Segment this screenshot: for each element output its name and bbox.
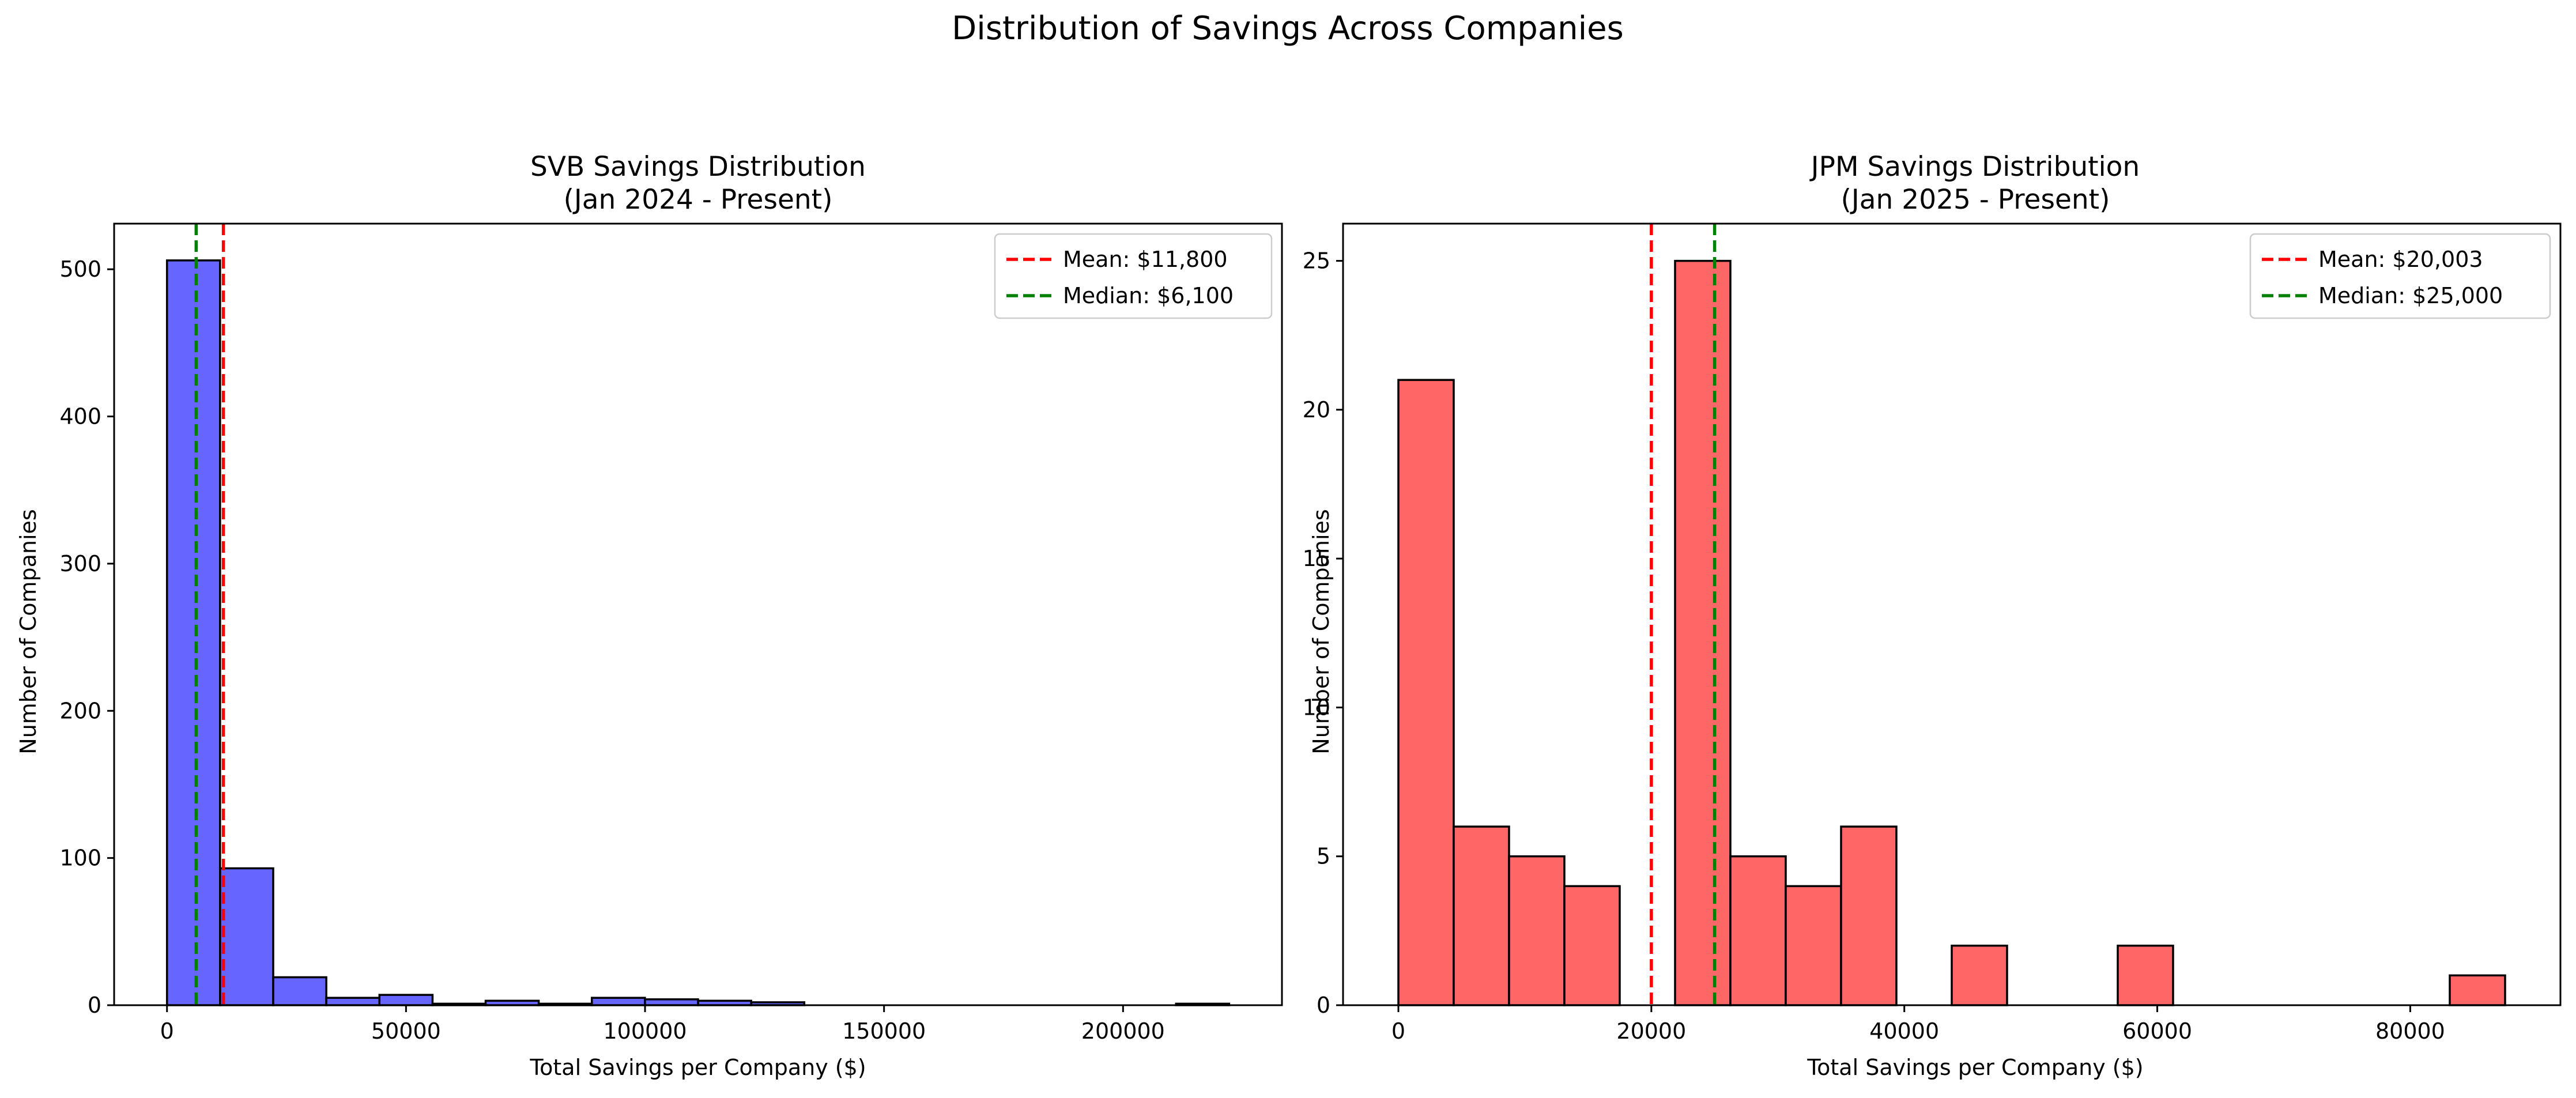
svb-histogram-bar <box>165 259 221 1006</box>
jpm-x-axis-label: Total Savings per Company ($) <box>1806 1055 2143 1080</box>
svb-y-tick-label: 0 <box>88 993 101 1018</box>
svb-reference-lines <box>194 224 225 1005</box>
svb-y-tick-label: 100 <box>59 846 101 871</box>
jpm-histogram-bar <box>1453 825 1510 1006</box>
svb-x-tick-label: 150000 <box>842 1018 926 1044</box>
jpm-x-tick-label: 0 <box>1391 1018 1405 1044</box>
jpm-chart-subtitle: (Jan 2025 - Present) <box>1841 184 2110 216</box>
svb-x-axis-label: Total Savings per Company ($) <box>529 1055 866 1080</box>
jpm-legend-label: Median: $25,000 <box>2318 283 2503 308</box>
jpm-histogram-bar <box>2449 974 2506 1006</box>
svb-y-tick-label: 200 <box>59 698 101 723</box>
jpm-y-tick-label: 15 <box>1303 546 1330 571</box>
svb-legend: Mean: $11,800 Median: $6,100 <box>994 233 1273 319</box>
jpm-histogram-bar <box>1563 885 1621 1006</box>
jpm-y-tick-label: 20 <box>1303 397 1330 422</box>
figure-suptitle: Distribution of Savings Across Companies <box>952 10 1624 47</box>
svb-y-tick-label: 500 <box>59 256 101 282</box>
svb-chart-title: SVB Savings Distribution <box>530 151 866 183</box>
jpm-histogram-bars <box>1397 259 2506 1006</box>
jpm-savings-panel: JPM Savings Distribution (Jan 2025 - Pre… <box>1303 151 2562 1080</box>
jpm-axes-frame <box>1342 222 2562 1006</box>
svb-x-tick-label: 50000 <box>371 1018 441 1044</box>
jpm-histogram-bar <box>1785 885 1842 1006</box>
jpm-y-tick-label: 25 <box>1303 248 1330 274</box>
svb-legend-label: Mean: $11,800 <box>1063 247 1228 272</box>
jpm-histogram-bar <box>1508 855 1566 1006</box>
jpm-x-tick-label: 40000 <box>1869 1018 1939 1044</box>
jpm-y-tick-label: 0 <box>1317 993 1330 1018</box>
jpm-histogram-bar <box>1840 825 1898 1006</box>
svb-legend-label: Median: $6,100 <box>1063 283 1234 308</box>
jpm-x-tick-label: 80000 <box>2375 1018 2445 1044</box>
jpm-legend-box <box>2249 233 2551 319</box>
jpm-histogram-bar <box>1729 855 1787 1006</box>
svb-histogram-bar <box>325 997 380 1006</box>
svb-x-tick-label: 100000 <box>603 1018 687 1044</box>
jpm-y-axis-label: Number of Companies <box>1308 509 1334 754</box>
jpm-histogram-bar <box>1397 379 1455 1006</box>
svb-histogram-bar <box>272 976 327 1006</box>
svb-y-tick-label: 300 <box>59 551 101 576</box>
jpm-histogram-bar <box>1674 259 1732 1006</box>
jpm-axis-ticks: 0 20000 40000 60000 80000 0 5 10 15 20 25 <box>1303 248 2445 1044</box>
jpm-chart-title: JPM Savings Distribution <box>1809 151 2140 183</box>
svb-y-axis-label: Number of Companies <box>16 509 41 754</box>
jpm-x-tick-label: 20000 <box>1616 1018 1686 1044</box>
svb-savings-panel: SVB Savings Distribution (Jan 2024 - Pre… <box>16 151 1283 1080</box>
svb-histogram-bar <box>644 998 699 1006</box>
svb-chart-subtitle: (Jan 2024 - Present) <box>564 184 833 216</box>
svb-histogram-bar <box>591 997 646 1006</box>
svb-x-tick-label: 200000 <box>1081 1018 1165 1044</box>
jpm-x-tick-label: 60000 <box>2122 1018 2192 1044</box>
svb-histogram-bar <box>219 867 274 1006</box>
jpm-y-tick-label: 5 <box>1317 844 1330 869</box>
jpm-legend-label: Mean: $20,003 <box>2318 247 2483 272</box>
svb-axes-frame <box>113 222 1283 1006</box>
svb-y-tick-label: 400 <box>59 404 101 429</box>
jpm-legend: Mean: $20,003 Median: $25,000 <box>2249 233 2551 319</box>
jpm-histogram-bar <box>1951 944 2008 1006</box>
jpm-y-tick-label: 10 <box>1303 695 1330 720</box>
svb-histogram-bar <box>378 994 434 1006</box>
svb-legend-box <box>994 233 1273 319</box>
svb-x-tick-label: 0 <box>160 1018 174 1044</box>
svb-axis-ticks: 0 50000 100000 150000 200000 0 100 200 300 400 500 <box>59 256 1164 1044</box>
jpm-histogram-bar <box>2117 944 2174 1006</box>
jpm-reference-lines <box>1650 224 1717 1005</box>
